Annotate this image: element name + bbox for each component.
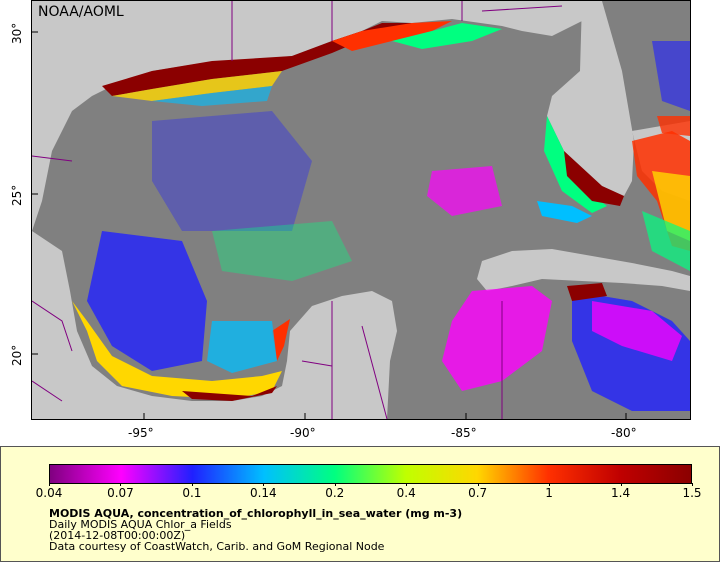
colorbar-tick-label: 0.14 <box>249 486 277 500</box>
colorbar-tick-label: 1.4 <box>611 486 631 500</box>
legend-subtitle: Daily MODIS AQUA Chlor_a Fields <box>49 518 232 531</box>
political-borders <box>32 1 563 419</box>
credit-label: NOAA/AOML <box>38 4 124 20</box>
colorbar-tick-mark <box>406 483 408 486</box>
colorbar-tick-label: 0.1 <box>182 486 202 500</box>
colorbar-tick-mark <box>477 483 479 486</box>
lon-label-80: -80° <box>611 426 637 440</box>
colorbar-tick-label: 0.4 <box>396 486 416 500</box>
lat-label-25: 25° <box>10 184 24 206</box>
lon-label-85: -85° <box>451 426 477 440</box>
colorbar-tick-mark <box>49 483 50 486</box>
legend-date: (2014-12-08T00:00:00Z) <box>49 529 186 542</box>
colorbar-tick-label: 1.5 <box>682 486 702 500</box>
map-area: NOAA/AOML <box>31 0 691 420</box>
lon-label-90: -90° <box>290 426 316 440</box>
lon-label-95: -95° <box>128 426 154 440</box>
colorbar-tick-mark <box>191 483 193 486</box>
legend-panel: MODIS AQUA, concentration_of_chlorophyll… <box>0 446 720 562</box>
colorbar-tick-mark <box>334 483 336 486</box>
colorbar-tick-label: 0.7 <box>468 486 488 500</box>
colorbar <box>49 464 692 484</box>
axis-ticks <box>32 31 627 419</box>
colorbar-tick-mark <box>120 483 122 486</box>
lat-label-30: 30° <box>10 22 24 44</box>
coastal-chlorophyll <box>72 21 690 411</box>
colorbar-tick-mark <box>620 483 622 486</box>
colorbar-tick-label: 0.2 <box>325 486 345 500</box>
colorbar-tick-mark <box>263 483 265 486</box>
colorbar-tick-mark <box>549 483 551 486</box>
legend-title: MODIS AQUA, concentration_of_chlorophyll… <box>49 507 463 520</box>
colorbar-tick-label: 0.04 <box>35 486 63 500</box>
colorbar-tick-label: 1 <box>545 486 553 500</box>
chlorophyll-map <box>32 1 690 419</box>
colorbar-tick-mark <box>692 483 693 486</box>
lat-label-20: 20° <box>10 344 24 366</box>
colorbar-tick-label: 0.07 <box>107 486 134 500</box>
legend-credit: Data courtesy of CoastWatch, Carib. and … <box>49 540 385 553</box>
